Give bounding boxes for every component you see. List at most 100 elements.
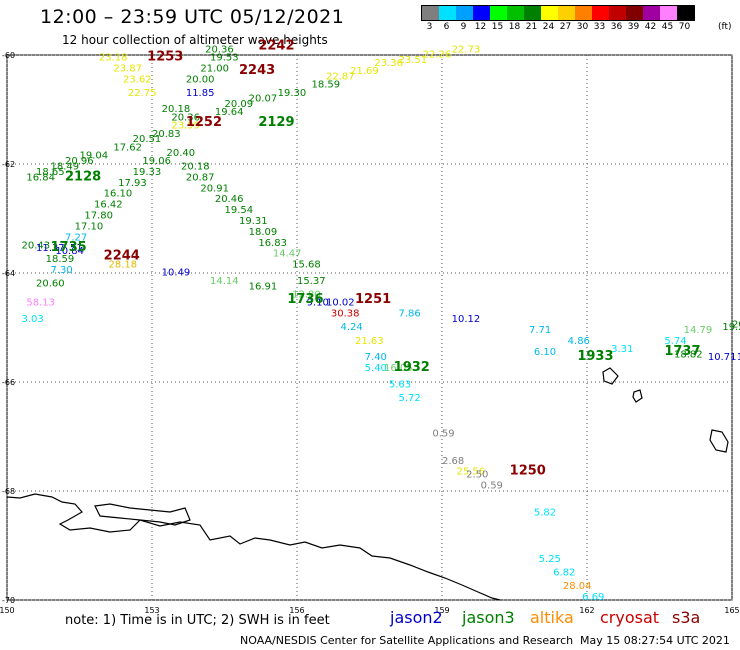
legend-swatch: [575, 6, 592, 20]
swh-value-label: 20.46: [215, 194, 244, 205]
pass-time-label: 2128: [65, 169, 101, 184]
swh-value-label: 7.40: [365, 352, 387, 363]
swh-value-label: 20.40: [167, 148, 196, 159]
swh-value-label: 20.96: [65, 156, 94, 167]
satellite-legend-jason3: jason3: [462, 608, 515, 627]
legend-swatch: [609, 6, 626, 20]
legend-label: 42: [644, 22, 657, 32]
swh-value-label: 21.69: [350, 66, 379, 77]
swh-value-label: 15.37: [297, 276, 326, 287]
swh-value-label: 10.84: [55, 246, 84, 257]
pass-time-label: 1253: [147, 49, 183, 64]
pass-time-label: 2242: [258, 39, 294, 54]
legend-label: 12: [474, 22, 487, 32]
pass-time-label: 2129: [258, 115, 294, 130]
swh-value-label: 5.74: [664, 336, 686, 347]
swh-value-label: 20: [732, 320, 740, 331]
swh-value-label: 20.09: [225, 99, 254, 110]
pass-time-label: 1932: [394, 360, 430, 375]
swh-value-label: 20.00: [186, 74, 215, 85]
swh-value-label: 22.26: [423, 50, 452, 61]
swh-value-label: 7.27: [65, 232, 87, 243]
legend-swatch: [626, 6, 643, 20]
swh-observations: 23.1823.8723.6222.7520.3619.5321.0020.00…: [22, 44, 740, 603]
satellite-legend-s3a: s3a: [672, 608, 701, 627]
swh-value-label: 17.62: [113, 142, 142, 153]
swh-value-label: 6.10: [534, 347, 556, 358]
swh-value-label: 14.47: [273, 249, 302, 260]
swh-value-label: 5.82: [534, 508, 556, 519]
swh-value-label: 19.31: [239, 216, 268, 227]
swh-value-label: 5.40: [365, 363, 387, 374]
swh-legend-labels: 3 6 9 12 15 18 21 24 27 30 33 36 39 42 45 70: [421, 22, 693, 32]
swh-value-label: 16.05: [384, 363, 413, 374]
antarctic-coastline: [6, 493, 501, 601]
legend-label: 30: [576, 22, 589, 32]
graticule: [6, 54, 733, 601]
swh-value-label: 12.80: [292, 290, 321, 301]
swh-value-label: 17.80: [84, 211, 113, 222]
swh-value-label: 19.30: [278, 88, 307, 99]
swh-value-label: 15.68: [292, 260, 321, 271]
swh-value-label: 10.1: [737, 352, 740, 363]
swh-value-label: 11.85: [186, 88, 215, 99]
longitude-tick-label: 156: [289, 606, 304, 615]
swh-value-label: 16.84: [26, 172, 55, 183]
pass-time-label: 2244: [104, 248, 140, 263]
legend-label: 70: [678, 22, 691, 32]
satellite-legend-jason2: jason2: [390, 608, 443, 627]
swh-value-label: 17.10: [75, 221, 104, 232]
satellite-legend-altika: altika: [530, 608, 574, 627]
swh-value-label: 19.04: [80, 151, 109, 162]
swh-value-label: 10.49: [162, 268, 191, 279]
swh-value-label: 10.71: [708, 352, 737, 363]
legend-label: 18: [508, 22, 521, 32]
latitude-tick-label: -62: [2, 160, 15, 169]
legend-swatch: [660, 6, 677, 20]
legend-label: 39: [627, 22, 640, 32]
swh-value-label: 20.36: [171, 112, 200, 123]
swh-value-label: 10.12: [452, 314, 481, 325]
pass-time-label: 1251: [355, 292, 391, 307]
swh-value-label: 23.62: [123, 74, 152, 85]
swh-value-label: 20.43: [22, 240, 51, 251]
swh-value-label: 23.51: [399, 55, 428, 66]
swh-value-label: 0.59: [481, 480, 503, 491]
swh-value-label: 22.87: [326, 72, 355, 83]
swh-color-legend: [421, 5, 695, 21]
legend-unit-label: (ft): [718, 22, 732, 32]
legend-label: 21: [525, 22, 538, 32]
swh-value-label: 20.60: [36, 279, 65, 290]
pass-time-label: 1250: [510, 464, 546, 479]
swh-value-label: 23.36: [374, 58, 403, 69]
legend-label: 24: [542, 22, 555, 32]
longitude-tick-label: 153: [144, 606, 159, 615]
swh-value-label: 16.83: [258, 238, 287, 249]
legend-swatch: [524, 6, 541, 20]
swh-value-label: 19.33: [133, 167, 162, 178]
latitude-tick-label: -68: [2, 487, 15, 496]
swh-value-label: 5.63: [389, 379, 411, 390]
swh-value-label: 16.10: [104, 189, 133, 200]
swh-value-label: 20.18: [162, 104, 191, 115]
legend-label: 9: [460, 22, 467, 32]
swh-value-label: 19.64: [215, 107, 244, 118]
swh-value-label: 6.69: [582, 592, 604, 603]
swh-value-label: 19.06: [142, 156, 171, 167]
legend-swatch: [490, 6, 507, 20]
swh-value-label: 2.68: [442, 456, 464, 467]
legend-swatch: [422, 6, 439, 20]
pass-time-label: 1737: [664, 344, 700, 359]
legend-swatch: [643, 6, 660, 20]
legend-swatch: [541, 6, 558, 20]
generated-timestamp: May 15 08:27:54 UTC 2021: [580, 634, 730, 647]
pass-time-labels: 1253 2242 2243 1252 2129 2128 1735 2244 1736 1251…: [51, 39, 701, 479]
swh-value-label: 14.79: [684, 325, 713, 336]
legend-swatch: [558, 6, 575, 20]
legend-label: 36: [610, 22, 623, 32]
satellite-legend-cryosat: cryosat: [600, 608, 660, 627]
swh-value-label: 18.65: [36, 167, 65, 178]
swh-value-label: 25.56: [457, 467, 486, 478]
map-subtitle: 12 hour collection of altimeter wave hei…: [62, 33, 328, 47]
